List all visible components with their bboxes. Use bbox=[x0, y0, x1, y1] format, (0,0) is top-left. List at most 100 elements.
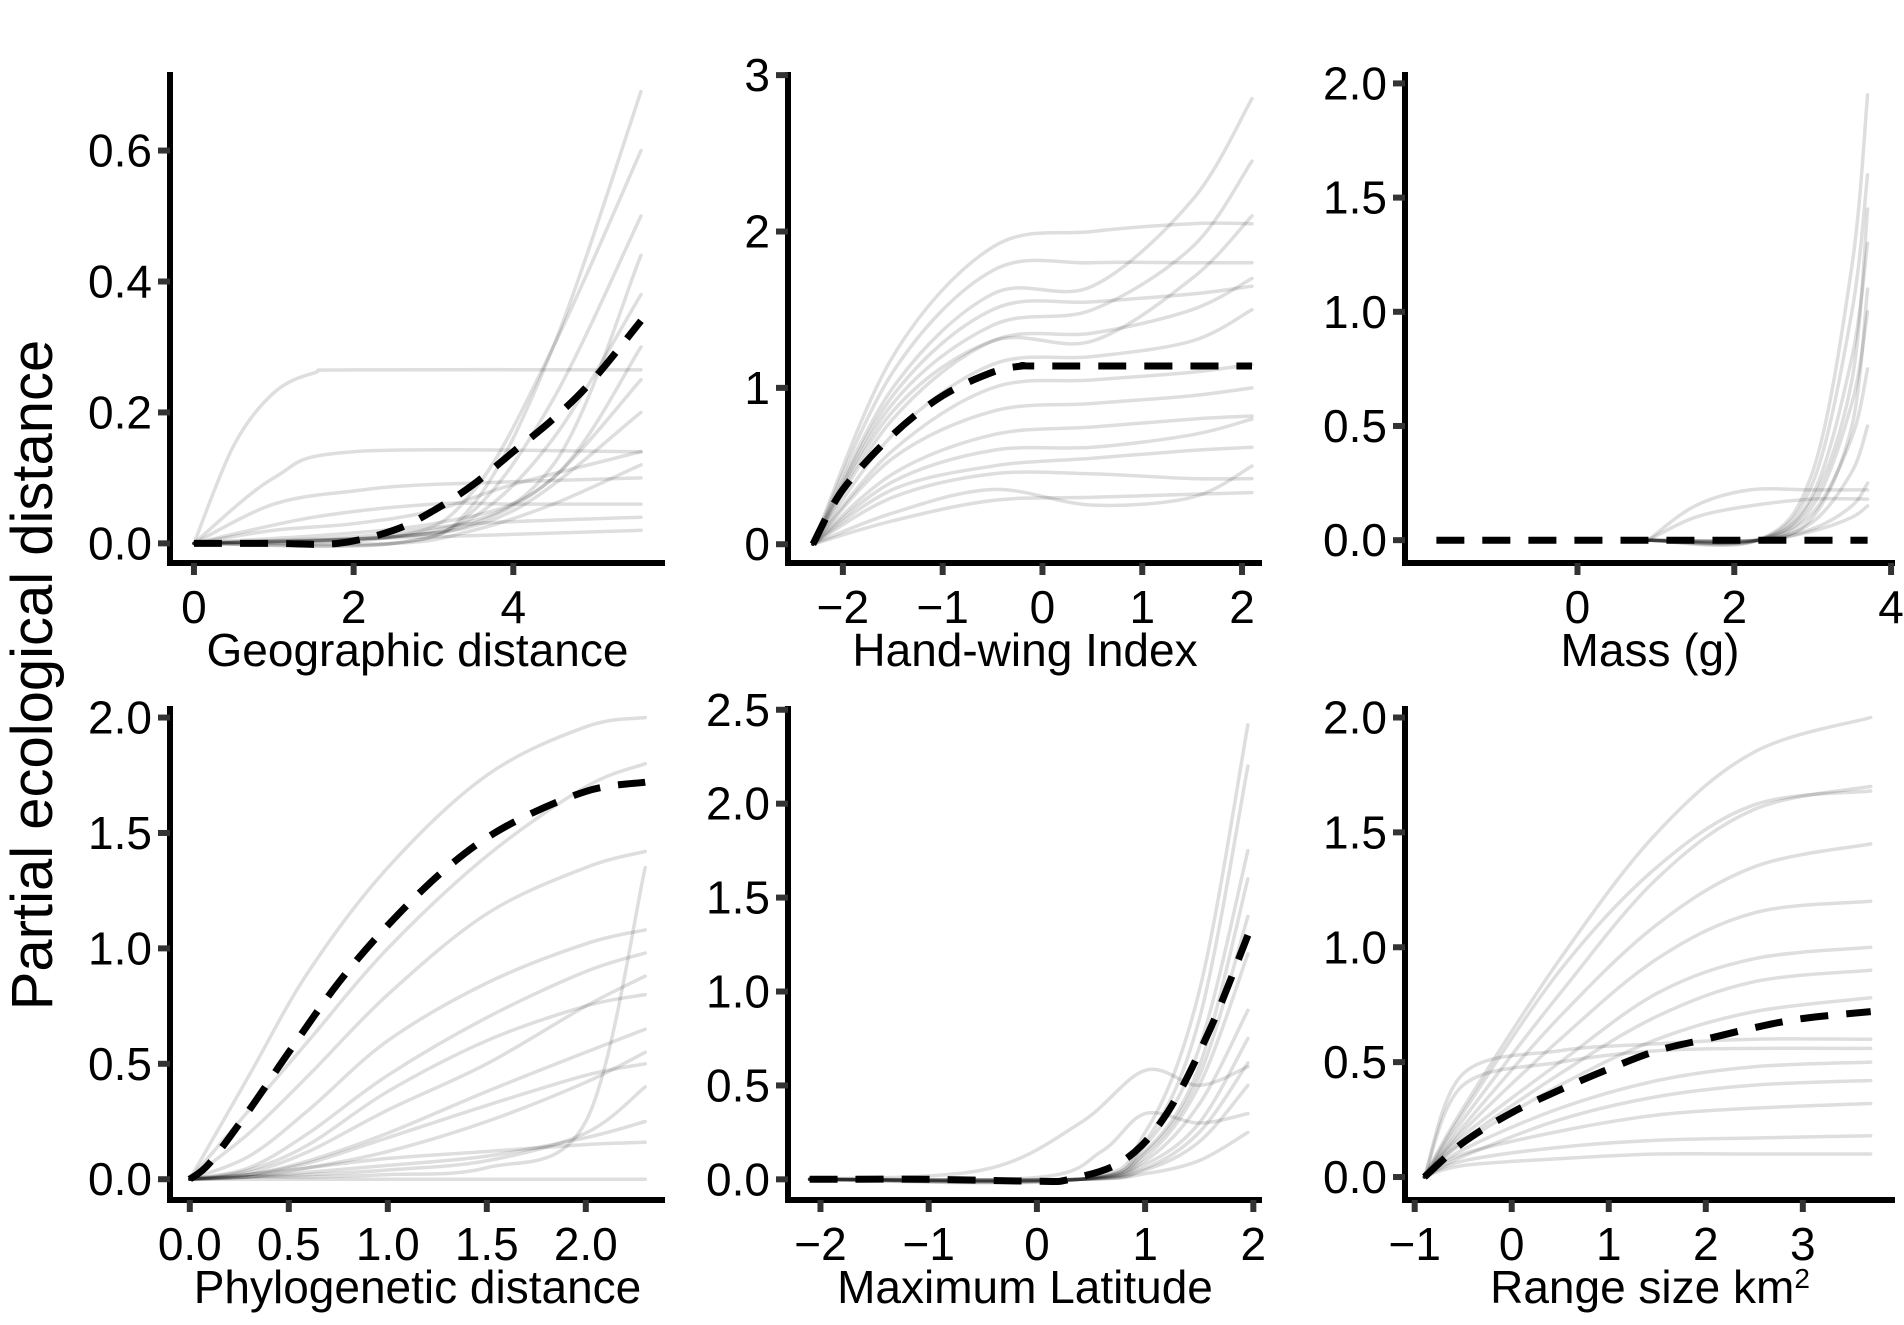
y-tick-label: 2 bbox=[744, 205, 770, 257]
sample-curve bbox=[1422, 1151, 1873, 1179]
sample-curve bbox=[1422, 842, 1873, 1179]
panel-mass: 0.0 0.5 1.0 1.5 2.0 0 2 4 Mass (g) bbox=[1323, 57, 1904, 676]
sample-curve bbox=[811, 214, 1254, 546]
sample-curve bbox=[1422, 1060, 1873, 1179]
sample-curve bbox=[1422, 1046, 1873, 1179]
y-tick-label: 0.0 bbox=[88, 517, 152, 569]
curves bbox=[192, 89, 644, 549]
curves bbox=[187, 715, 647, 1183]
y-tick-label: 3 bbox=[744, 49, 770, 101]
x-tick-label: 2 bbox=[341, 581, 367, 633]
sample-curve bbox=[811, 221, 1254, 546]
mean-curve bbox=[194, 318, 644, 548]
sample-curve bbox=[811, 470, 1254, 546]
sample-curve bbox=[192, 449, 643, 546]
x-tick-label: −2 bbox=[817, 581, 869, 633]
panel-hwi: 0 1 2 3 −2 −1 0 1 2 Hand-wing Index bbox=[744, 49, 1262, 676]
sample-curve bbox=[188, 974, 647, 1181]
sample-curve bbox=[811, 417, 1254, 546]
x-tick-label: 0 bbox=[1030, 581, 1056, 633]
y-tick-label: 0 bbox=[744, 518, 770, 570]
sample-curve bbox=[811, 362, 1254, 546]
x-tick-label: 1 bbox=[1129, 581, 1155, 633]
sample-curve bbox=[811, 159, 1254, 546]
x-tick-label: 0 bbox=[1565, 581, 1591, 633]
x-tick-label: 2.0 bbox=[554, 1218, 618, 1270]
sample-curve bbox=[192, 345, 643, 546]
y-tick-label: 1.0 bbox=[1323, 286, 1387, 338]
curves bbox=[809, 96, 1254, 546]
y-tick-label: 1.5 bbox=[1323, 172, 1387, 224]
sample-curve bbox=[807, 1061, 1250, 1182]
x-tick-label: 1.5 bbox=[455, 1218, 519, 1270]
sample-curve bbox=[1422, 1101, 1873, 1179]
sample-curve bbox=[1646, 424, 1870, 544]
sample-curve bbox=[811, 96, 1254, 546]
y-tick-label: 0.5 bbox=[1323, 400, 1387, 452]
sample-curve bbox=[1646, 496, 1870, 542]
x-tick-label: 0 bbox=[1499, 1218, 1525, 1270]
y-tick-label: 0.6 bbox=[88, 125, 152, 177]
x-tick-label: 2 bbox=[1229, 581, 1255, 633]
sample-curve bbox=[188, 715, 647, 1181]
y-tick-label: 1 bbox=[744, 362, 770, 414]
sample-curve bbox=[188, 992, 647, 1181]
sample-curve bbox=[811, 276, 1254, 546]
mean-curve bbox=[809, 933, 1252, 1186]
x-tick-label: 2 bbox=[1241, 1218, 1267, 1270]
sample-curve bbox=[807, 1036, 1250, 1183]
panel-phylogenetic: 0.00.51.01.52.00.0 0.5 1.0 1.5 2.0Phylogenet… bbox=[88, 692, 665, 1313]
mean-curve bbox=[809, 362, 1252, 546]
y-axis-title: Partial ecological distance bbox=[0, 340, 65, 1011]
x-tick-label: −1 bbox=[1388, 1218, 1440, 1270]
sample-curve bbox=[192, 447, 643, 546]
x-tick-label: −1 bbox=[902, 1218, 954, 1270]
x-tick-label: 2 bbox=[1721, 581, 1747, 633]
y-tick-label: 1.0 bbox=[706, 966, 770, 1018]
sample-curve bbox=[807, 914, 1250, 1184]
x-axis-title: Maximum Latitude bbox=[837, 1261, 1213, 1313]
sample-curve bbox=[811, 258, 1254, 546]
mean-curve bbox=[187, 778, 646, 1183]
sample-curve bbox=[1422, 1133, 1873, 1179]
x-tick-label: 1 bbox=[1596, 1218, 1622, 1270]
x-tick-label: 1.0 bbox=[356, 1218, 420, 1270]
sample-curve bbox=[1422, 899, 1873, 1179]
sample-curve bbox=[188, 1119, 647, 1181]
sample-curve bbox=[807, 952, 1250, 1183]
y-tick-label: 0.0 bbox=[706, 1153, 770, 1205]
x-tick-label: 3 bbox=[1790, 1218, 1816, 1270]
x-tick-label: 1 bbox=[1132, 1218, 1158, 1270]
x-tick-label: 0.0 bbox=[158, 1218, 222, 1270]
sample-curve bbox=[188, 928, 647, 1181]
x-tick-label: 2 bbox=[1693, 1218, 1719, 1270]
x-tick-label: 0.5 bbox=[257, 1218, 321, 1270]
y-tick-label: 2.0 bbox=[706, 778, 770, 830]
sample-curve bbox=[192, 148, 643, 546]
y-tick-label: 1.5 bbox=[88, 807, 152, 859]
mean-curve bbox=[1422, 1008, 1872, 1180]
y-tick-label: 2.0 bbox=[88, 692, 152, 744]
y-tick-label: 1.5 bbox=[706, 872, 770, 924]
sample-curve bbox=[811, 284, 1254, 546]
sample-curve bbox=[188, 1140, 647, 1181]
x-tick-label: 0 bbox=[1024, 1218, 1050, 1270]
sample-curve bbox=[188, 1050, 647, 1181]
sample-curve bbox=[188, 1027, 647, 1181]
curves bbox=[1422, 715, 1873, 1180]
sample-curve bbox=[188, 1062, 647, 1181]
y-tick-label: 2.0 bbox=[1323, 57, 1387, 109]
x-axis-title: Hand-wing Index bbox=[852, 624, 1197, 676]
x-tick-label: 4 bbox=[501, 581, 527, 633]
sample-curve bbox=[1422, 789, 1873, 1179]
sample-curve bbox=[1646, 487, 1870, 542]
y-tick-label: 0.5 bbox=[706, 1059, 770, 1111]
y-tick-label: 0.4 bbox=[88, 255, 152, 307]
sample-curve bbox=[811, 386, 1254, 546]
sample-curve bbox=[811, 490, 1254, 546]
sample-curve bbox=[192, 410, 643, 546]
sample-curve bbox=[1646, 504, 1870, 543]
x-axis-title: Mass (g) bbox=[1561, 624, 1740, 676]
